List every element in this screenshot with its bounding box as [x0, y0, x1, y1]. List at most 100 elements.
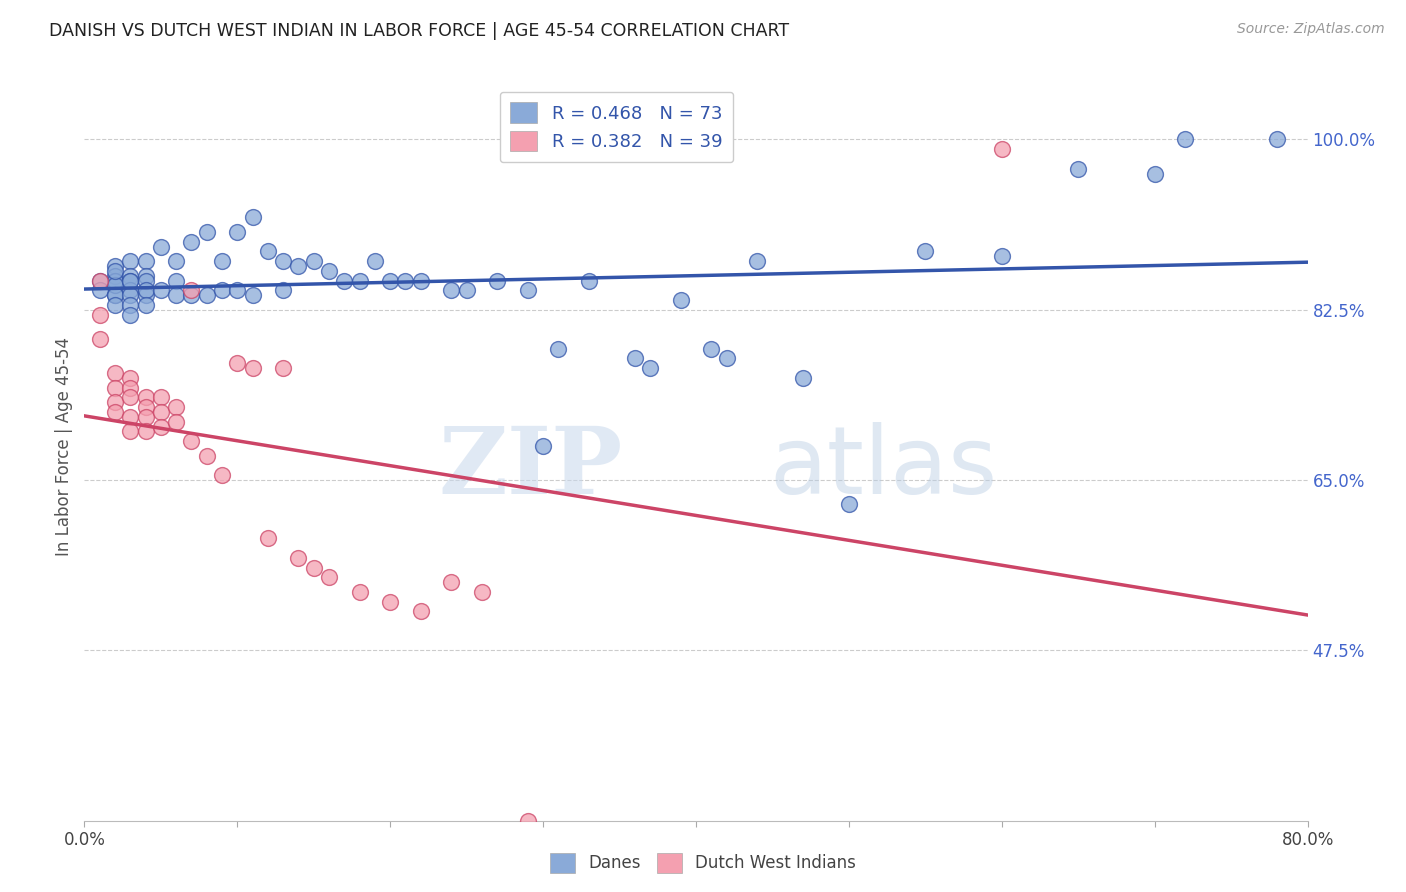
- Point: [380, 595, 402, 609]
- Point: [211, 283, 233, 297]
- Point: [195, 225, 218, 239]
- Point: [104, 288, 127, 302]
- Point: [180, 283, 202, 297]
- Point: [318, 570, 340, 584]
- Point: [349, 274, 371, 288]
- Point: [257, 532, 280, 546]
- Point: [120, 283, 142, 297]
- Point: [89, 283, 111, 297]
- Point: [486, 274, 509, 288]
- Point: [211, 254, 233, 268]
- Point: [104, 259, 127, 273]
- Point: [409, 274, 432, 288]
- Point: [302, 254, 325, 268]
- Point: [242, 361, 264, 376]
- Point: [440, 283, 463, 297]
- Legend: R = 0.468   N = 73, R = 0.382   N = 39: R = 0.468 N = 73, R = 0.382 N = 39: [499, 92, 734, 162]
- Point: [516, 283, 538, 297]
- Point: [120, 425, 142, 439]
- Point: [1174, 132, 1197, 146]
- Point: [195, 288, 218, 302]
- Point: [302, 560, 325, 574]
- Point: [149, 239, 172, 253]
- Point: [1067, 161, 1090, 176]
- Point: [165, 400, 187, 414]
- Point: [747, 254, 769, 268]
- Point: [135, 268, 157, 283]
- Point: [271, 254, 294, 268]
- Point: [287, 550, 309, 565]
- Point: [89, 332, 111, 346]
- Point: [149, 390, 172, 404]
- Point: [120, 381, 142, 395]
- Point: [104, 274, 127, 288]
- Point: [120, 268, 142, 283]
- Point: [135, 400, 157, 414]
- Point: [180, 235, 202, 249]
- Point: [349, 585, 371, 599]
- Point: [180, 434, 202, 449]
- Point: [638, 361, 661, 376]
- Point: [471, 585, 494, 599]
- Point: [226, 225, 249, 239]
- Point: [1143, 167, 1166, 181]
- Point: [165, 254, 187, 268]
- Point: [1265, 132, 1288, 146]
- Point: [104, 264, 127, 278]
- Point: [104, 366, 127, 380]
- Point: [104, 395, 127, 409]
- Point: [516, 814, 538, 828]
- Text: DANISH VS DUTCH WEST INDIAN IN LABOR FORCE | AGE 45-54 CORRELATION CHART: DANISH VS DUTCH WEST INDIAN IN LABOR FOR…: [49, 22, 789, 40]
- Point: [89, 274, 111, 288]
- Point: [409, 604, 432, 618]
- Point: [135, 425, 157, 439]
- Point: [271, 361, 294, 376]
- Point: [135, 274, 157, 288]
- Point: [149, 405, 172, 419]
- Text: ZIP: ZIP: [439, 424, 623, 514]
- Point: [838, 497, 860, 511]
- Point: [104, 274, 127, 288]
- Point: [120, 308, 142, 322]
- Point: [914, 244, 936, 259]
- Point: [226, 283, 249, 297]
- Point: [242, 211, 264, 225]
- Point: [669, 293, 692, 307]
- Point: [394, 274, 416, 288]
- Point: [120, 371, 142, 385]
- Point: [991, 142, 1014, 156]
- Point: [120, 274, 142, 288]
- Point: [89, 274, 111, 288]
- Point: [531, 439, 554, 453]
- Point: [195, 449, 218, 463]
- Point: [135, 283, 157, 297]
- Point: [135, 298, 157, 312]
- Point: [242, 288, 264, 302]
- Point: [104, 298, 127, 312]
- Point: [104, 381, 127, 395]
- Point: [578, 274, 600, 288]
- Point: [792, 371, 814, 385]
- Point: [104, 278, 127, 293]
- Point: [165, 274, 187, 288]
- Point: [211, 468, 233, 483]
- Point: [364, 254, 387, 268]
- Point: [104, 288, 127, 302]
- Point: [716, 351, 738, 366]
- Point: [440, 575, 463, 590]
- Point: [226, 356, 249, 370]
- Point: [149, 283, 172, 297]
- Point: [120, 390, 142, 404]
- Point: [991, 249, 1014, 263]
- Point: [333, 274, 356, 288]
- Point: [120, 409, 142, 424]
- Point: [120, 288, 142, 302]
- Point: [149, 419, 172, 434]
- Point: [120, 254, 142, 268]
- Point: [120, 274, 142, 288]
- Point: [135, 390, 157, 404]
- Point: [104, 268, 127, 283]
- Point: [135, 288, 157, 302]
- Point: [165, 415, 187, 429]
- Point: [180, 288, 202, 302]
